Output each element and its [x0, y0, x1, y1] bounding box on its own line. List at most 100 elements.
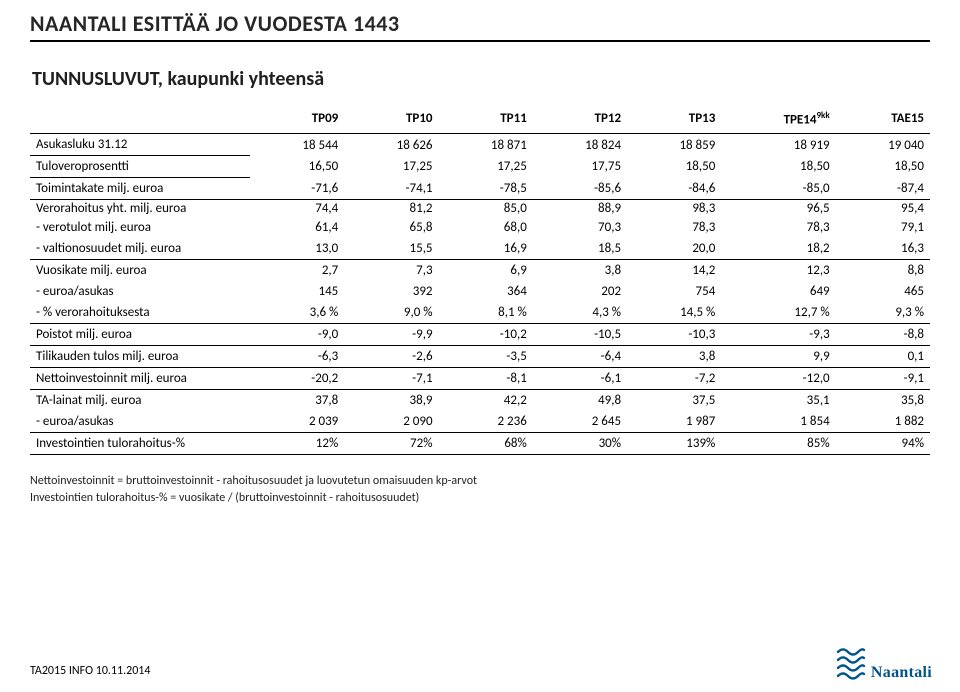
table-row: Tilikauden tulos milj. euroa-6,3-2,6-3,5…: [30, 346, 930, 368]
col-header: TP13: [627, 106, 721, 134]
table-row: - % verorahoituksesta3,6 %9,0 %8,1 %4,3 …: [30, 302, 930, 324]
cell: 8,1 %: [439, 302, 533, 324]
row-label: - euroa/asukas: [30, 411, 250, 433]
cell: 9,9: [721, 346, 835, 368]
cell: 35,1: [721, 390, 835, 412]
cell: 1 987: [627, 411, 721, 433]
table-header-row: TP09TP10TP11TP12TP13TPE149kkTAE15: [30, 106, 930, 134]
cell: 139%: [627, 433, 721, 455]
cell: -9,0: [250, 324, 344, 346]
row-label: TA-lainat milj. euroa: [30, 390, 250, 412]
cell: 78,3: [627, 217, 721, 238]
table-row: - euroa/asukas145392364202754649465: [30, 281, 930, 302]
cell: -10,5: [533, 324, 627, 346]
cell: -71,6: [250, 178, 344, 200]
table-body: Asukasluku 31.1218 54418 62618 87118 824…: [30, 134, 930, 455]
cell: -20,2: [250, 368, 344, 390]
cell: 68,0: [439, 217, 533, 238]
table-row: Poistot milj. euroa-9,0-9,9-10,2-10,5-10…: [30, 324, 930, 346]
cell: 12,3: [721, 260, 835, 282]
cell: 8,8: [836, 260, 930, 282]
cell: -78,5: [439, 178, 533, 200]
table-row: TA-lainat milj. euroa37,838,942,249,837,…: [30, 390, 930, 412]
cell: 78,3: [721, 217, 835, 238]
cell: 42,2: [439, 390, 533, 412]
col-header: TAE15: [836, 106, 930, 134]
cell: 16,50: [250, 156, 344, 178]
cell: -3,5: [439, 346, 533, 368]
cell: 145: [250, 281, 344, 302]
cell: -74,1: [344, 178, 438, 200]
cell: 364: [439, 281, 533, 302]
cell: 17,75: [533, 156, 627, 178]
cell: 18 824: [533, 134, 627, 156]
cell: 65,8: [344, 217, 438, 238]
page-header: NAANTALI ESITTÄÄ JO VUODESTA 1443: [30, 10, 930, 42]
cell: -6,1: [533, 368, 627, 390]
cell: 18,50: [836, 156, 930, 178]
cell: 20,0: [627, 238, 721, 260]
cell: 13,0: [250, 238, 344, 260]
row-label: - % verorahoituksesta: [30, 302, 250, 324]
cell: 2 039: [250, 411, 344, 433]
cell: 2 090: [344, 411, 438, 433]
cell: -12,0: [721, 368, 835, 390]
cell: -8,1: [439, 368, 533, 390]
cell: 18,50: [627, 156, 721, 178]
cell: -9,3: [721, 324, 835, 346]
cell: 74,4: [250, 200, 344, 218]
cell: 88,9: [533, 200, 627, 218]
cell: 465: [836, 281, 930, 302]
cell: 16,3: [836, 238, 930, 260]
cell: -10,3: [627, 324, 721, 346]
cell: 392: [344, 281, 438, 302]
cell: 4,3 %: [533, 302, 627, 324]
cell: -2,6: [344, 346, 438, 368]
cell: 81,2: [344, 200, 438, 218]
page-title: NAANTALI ESITTÄÄ JO VUODESTA 1443: [30, 10, 930, 37]
cell: 98,3: [627, 200, 721, 218]
cell: 18,5: [533, 238, 627, 260]
table-row: Verorahoitus yht. milj. euroa74,481,285,…: [30, 200, 930, 218]
table-row: - euroa/asukas2 0392 0902 2362 6451 9871…: [30, 411, 930, 433]
cell: 61,4: [250, 217, 344, 238]
cell: 94%: [836, 433, 930, 455]
row-label: - valtionosuudet milj. euroa: [30, 238, 250, 260]
cell: 14,2: [627, 260, 721, 282]
cell: 85,0: [439, 200, 533, 218]
cell: 2 236: [439, 411, 533, 433]
cell: 18 871: [439, 134, 533, 156]
cell: 3,8: [627, 346, 721, 368]
col-header: TP09: [250, 106, 344, 134]
cell: 7,3: [344, 260, 438, 282]
cell: -87,4: [836, 178, 930, 200]
cell: -85,6: [533, 178, 627, 200]
cell: 19 040: [836, 134, 930, 156]
cell: -7,1: [344, 368, 438, 390]
row-label: Asukasluku 31.12: [30, 134, 250, 156]
logo-text: Naantali: [871, 664, 932, 684]
row-label: - euroa/asukas: [30, 281, 250, 302]
cell: 15,5: [344, 238, 438, 260]
col-header: [30, 106, 250, 134]
cell: 1 854: [721, 411, 835, 433]
footnotes: Nettoinvestoinnit = bruttoinvestoinnit -…: [30, 473, 930, 507]
cell: 1 882: [836, 411, 930, 433]
cell: 37,5: [627, 390, 721, 412]
cell: -8,8: [836, 324, 930, 346]
cell: 3,6 %: [250, 302, 344, 324]
cell: 16,9: [439, 238, 533, 260]
cell: 14,5 %: [627, 302, 721, 324]
col-header: TP10: [344, 106, 438, 134]
cell: -10,2: [439, 324, 533, 346]
col-header: TP12: [533, 106, 627, 134]
cell: 6,9: [439, 260, 533, 282]
cell: 49,8: [533, 390, 627, 412]
cell: 18,50: [721, 156, 835, 178]
cell: 17,25: [344, 156, 438, 178]
footer-text: TA2015 INFO 10.11.2014: [30, 664, 150, 678]
table-row: Asukasluku 31.1218 54418 62618 87118 824…: [30, 134, 930, 156]
cell: 12,7 %: [721, 302, 835, 324]
cell: 2 645: [533, 411, 627, 433]
naantali-logo: Naantali: [836, 646, 932, 684]
